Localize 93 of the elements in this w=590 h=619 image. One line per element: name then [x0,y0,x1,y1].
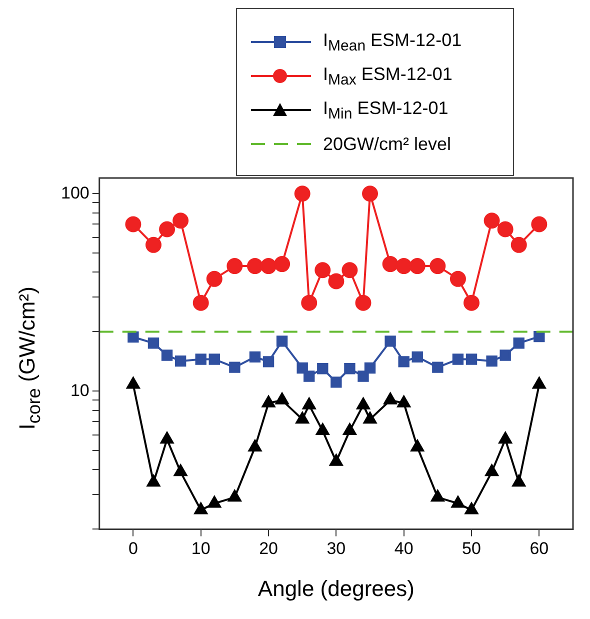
point [485,464,498,476]
point [532,377,546,389]
x-tick-label: 20 [259,539,278,558]
point [342,262,358,278]
point [412,351,423,363]
point [397,396,410,408]
point [384,392,397,404]
point [262,396,276,408]
point [146,474,160,487]
point [362,186,378,202]
x-tick-label: 50 [462,539,481,558]
point [128,331,139,343]
point [484,212,500,229]
point [355,294,372,311]
point [160,432,174,444]
point [208,354,220,365]
x-axis-title: Angle (degrees) [258,576,414,601]
legend-label: 20GW/cm² level [323,134,452,154]
point [302,398,316,410]
point [260,258,277,274]
point [430,258,446,274]
point [486,355,498,367]
point [125,216,142,232]
y-tick-label: 100 [60,183,90,202]
point [304,370,315,382]
point [451,496,465,508]
point [452,354,464,365]
point [356,398,370,410]
x-tick-label: 10 [191,539,210,558]
point [276,336,288,347]
point [172,212,189,229]
point [409,258,426,274]
point [382,256,398,272]
point [531,216,548,232]
point [410,440,424,452]
point [432,362,444,373]
point [510,236,527,253]
point [249,351,261,363]
point [148,338,160,349]
point [534,330,545,342]
x-tick-label: 0 [128,539,138,558]
point [500,350,511,361]
point [228,490,242,502]
point [274,256,290,272]
point [344,363,356,374]
point [317,363,328,374]
legend-label: I$_{Min}$ ESM-12-01 [323,98,448,122]
point [314,262,331,278]
point [343,423,356,436]
point [192,294,209,311]
point [226,258,243,274]
point [275,392,289,404]
point [126,377,140,389]
point [301,294,318,311]
point [296,412,309,424]
point [464,502,478,514]
point [396,258,412,274]
point [174,355,186,367]
x-tick-label: 40 [394,539,414,558]
point [145,236,162,253]
x-tick-label: 30 [326,539,346,558]
point [316,423,330,436]
point [358,370,369,382]
point [398,356,410,368]
point [161,350,173,361]
point [330,376,342,388]
point [328,273,344,290]
point [262,356,274,368]
point [363,412,377,424]
point [159,221,176,238]
point [431,490,444,502]
point [466,354,478,365]
point [294,186,310,202]
point [229,362,240,373]
point [512,474,526,487]
point [497,221,514,238]
legend-label: I$_{Max}$ ESM-12-01 [323,64,452,88]
point [194,502,208,514]
point [206,270,222,287]
point [513,338,524,349]
point [384,336,396,347]
point [248,440,262,452]
point [450,270,466,287]
point [464,294,480,311]
point [330,454,343,466]
x-tick-label: 60 [530,539,549,558]
point [195,354,206,365]
point [498,432,512,444]
point [364,362,376,374]
point [246,258,263,274]
point [174,464,188,476]
point [208,496,222,508]
legend-label: I$_{Mean}$ ESM-12-01 [323,30,462,54]
